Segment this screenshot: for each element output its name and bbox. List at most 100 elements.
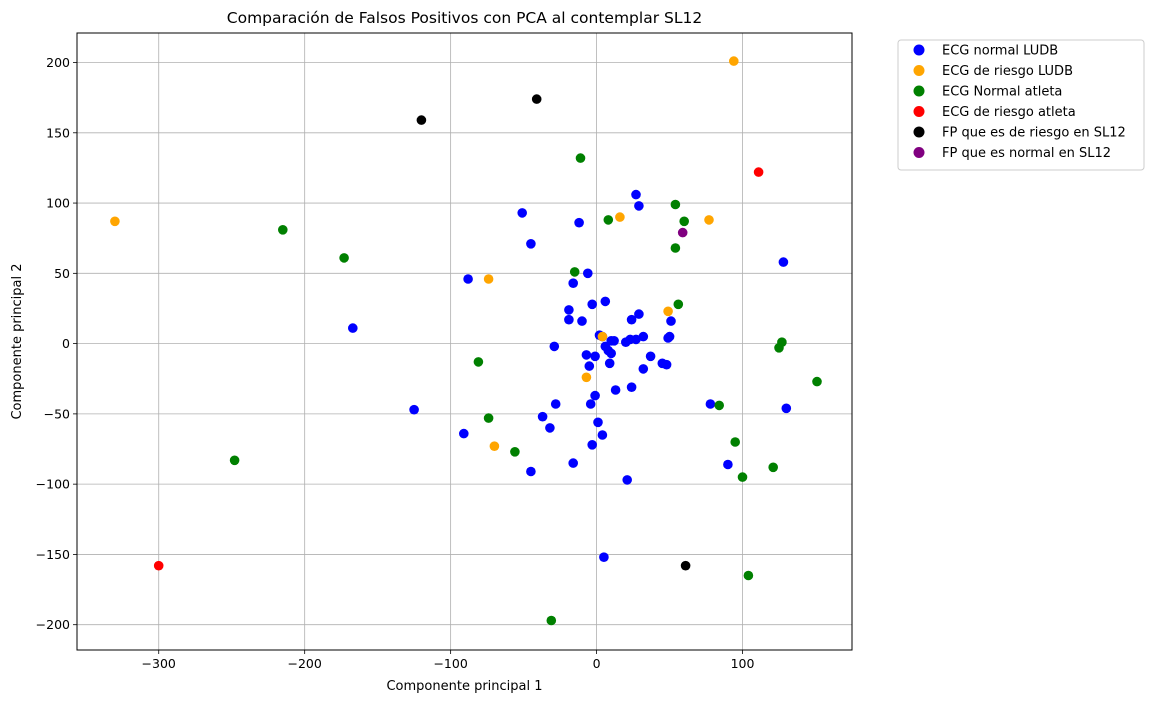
series-1 — [110, 56, 739, 452]
data-point — [768, 462, 778, 473]
data-point — [517, 208, 527, 218]
data-point — [670, 199, 681, 210]
data-point — [581, 350, 592, 360]
legend-marker — [913, 85, 925, 97]
data-point — [626, 314, 637, 325]
data-point — [661, 359, 672, 370]
data-point — [584, 361, 595, 371]
data-point — [634, 309, 644, 319]
data-point — [339, 253, 349, 263]
data-point — [670, 243, 681, 253]
data-point — [597, 331, 608, 342]
x-tick-label: −100 — [433, 656, 467, 671]
data-point — [621, 337, 631, 348]
legend-marker — [913, 44, 925, 56]
legend-label: ECG de riesgo atleta — [942, 105, 1076, 120]
data-point — [590, 390, 600, 401]
data-point — [597, 430, 608, 440]
series-5 — [677, 227, 688, 238]
x-tick-label: 100 — [731, 656, 755, 671]
data-point — [737, 472, 748, 482]
y-tick-label: 100 — [46, 196, 70, 211]
data-point — [705, 399, 716, 409]
data-point — [483, 274, 494, 284]
data-point — [812, 376, 822, 387]
grid-lines — [77, 33, 852, 650]
data-point — [673, 299, 684, 310]
data-point — [743, 570, 754, 581]
data-point — [546, 615, 557, 626]
data-point — [569, 267, 580, 277]
data-point — [626, 382, 637, 393]
data-point — [574, 217, 584, 228]
x-tick-label: −300 — [142, 656, 176, 671]
data-point — [615, 212, 625, 222]
y-tick-label: 0 — [62, 336, 70, 351]
data-points — [110, 56, 822, 626]
legend-marker — [913, 147, 925, 158]
data-point — [473, 357, 484, 367]
data-point — [774, 343, 784, 353]
data-point — [730, 437, 740, 447]
data-point — [575, 153, 586, 163]
y-tick-label: −200 — [36, 617, 70, 632]
data-point — [564, 305, 574, 315]
data-point — [409, 404, 419, 415]
data-point — [723, 459, 733, 470]
y-axis-label: Componente principal 2 — [10, 263, 25, 419]
series-3 — [153, 167, 764, 571]
data-point — [604, 358, 615, 369]
data-point — [645, 351, 656, 362]
chart-title: Comparación de Falsos Positivos con PCA … — [227, 9, 702, 27]
x-axis-label: Componente principal 1 — [386, 679, 542, 694]
data-point — [416, 115, 427, 125]
data-point — [581, 372, 592, 383]
data-point — [550, 399, 561, 409]
data-point — [278, 225, 288, 235]
data-point — [153, 560, 164, 571]
legend-label: ECG de riesgo LUDB — [942, 64, 1073, 79]
data-point — [587, 440, 597, 450]
data-point — [603, 215, 614, 225]
data-point — [110, 216, 120, 227]
data-point — [483, 413, 494, 423]
data-point — [610, 385, 621, 395]
data-point — [577, 316, 587, 326]
plot-background — [77, 33, 852, 650]
data-point — [459, 428, 469, 439]
data-point — [634, 201, 644, 211]
y-tick-label: 150 — [46, 125, 70, 140]
data-point — [680, 560, 691, 571]
data-point — [778, 257, 789, 267]
data-point — [568, 458, 578, 468]
data-point — [348, 323, 358, 333]
series-2 — [229, 153, 822, 626]
data-point — [606, 348, 616, 359]
legend-label: FP que es de riesgo en SL12 — [942, 126, 1126, 141]
data-point — [489, 441, 500, 452]
x-tick-label: 0 — [593, 656, 601, 671]
data-point — [729, 56, 739, 66]
data-point — [229, 455, 240, 466]
data-point — [545, 423, 555, 433]
data-point — [463, 274, 473, 284]
y-tick-label: −150 — [36, 547, 70, 562]
data-point — [631, 189, 641, 200]
data-point — [664, 331, 675, 342]
data-point — [638, 331, 649, 342]
data-point — [599, 552, 609, 562]
y-tick-label: 50 — [54, 266, 70, 281]
data-point — [714, 400, 724, 411]
legend-label: FP que es normal en SL12 — [942, 146, 1111, 161]
legend-label: ECG Normal atleta — [942, 85, 1062, 100]
legend: ECG normal LUDB ECG de riesgo LUDB ECG Nor… — [897, 39, 1145, 171]
data-point — [531, 94, 542, 104]
legend-marker — [913, 65, 925, 76]
data-point — [549, 341, 560, 352]
legend-label: ECG normal LUDB — [942, 44, 1058, 59]
plot-frame — [76, 32, 853, 651]
data-point — [510, 447, 520, 457]
data-point — [781, 403, 792, 414]
data-point — [622, 475, 632, 485]
